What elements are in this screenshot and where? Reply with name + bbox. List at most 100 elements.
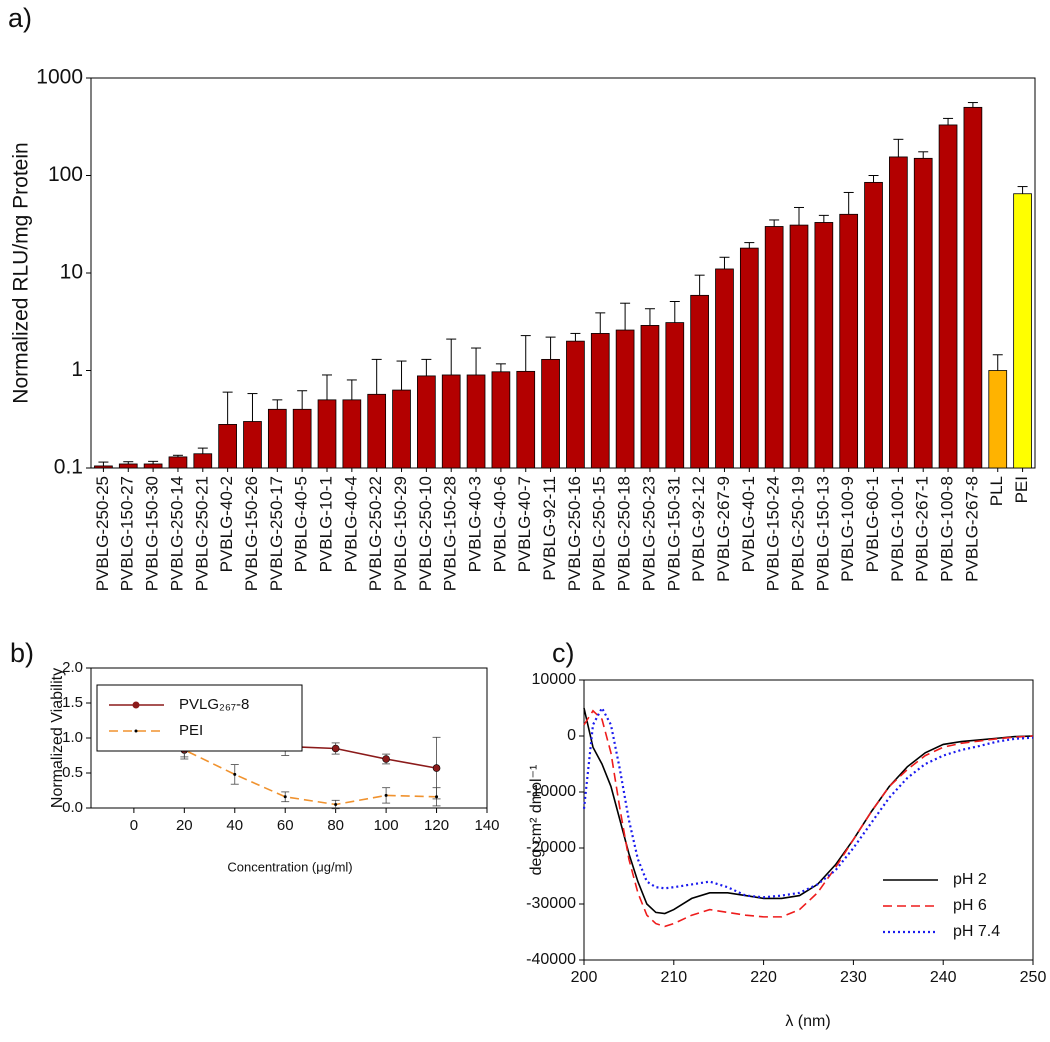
legend-frame bbox=[96, 684, 303, 752]
x-tick-label: PVBLG-267-8 bbox=[962, 476, 981, 582]
bar bbox=[441, 374, 461, 469]
x-tick-label: 230 bbox=[840, 969, 867, 986]
x-tick-label: PVBLG-40-5 bbox=[292, 476, 311, 572]
x-tick-label: PVBLG-100-8 bbox=[938, 476, 957, 582]
bar bbox=[267, 408, 287, 469]
bar bbox=[193, 453, 213, 469]
legend-marker bbox=[132, 701, 140, 709]
y-tick-label: 0.0 bbox=[62, 799, 83, 816]
x-tick-label: PVBLG-150-24 bbox=[764, 476, 783, 591]
x-tick-label: PVBLG-92-12 bbox=[689, 476, 708, 582]
x-tick-label: 250 bbox=[1020, 969, 1047, 986]
x-tick-label: PVBLG-40-1 bbox=[739, 476, 758, 572]
bar bbox=[466, 374, 486, 469]
x-tick-label: PVBLG-150-29 bbox=[391, 476, 410, 591]
bar bbox=[417, 375, 436, 469]
bar bbox=[615, 329, 635, 469]
x-tick-label: 240 bbox=[930, 969, 957, 986]
bar bbox=[94, 465, 113, 469]
bar bbox=[143, 463, 163, 469]
marker bbox=[233, 772, 237, 776]
x-tick-label: PVBLG-100-1 bbox=[888, 476, 907, 582]
bar bbox=[292, 408, 312, 469]
x-tick-label: PVBLG-150-27 bbox=[118, 476, 137, 591]
bar bbox=[764, 226, 784, 469]
x-tick-label: PVBLG-150-13 bbox=[813, 476, 832, 591]
bar bbox=[218, 424, 237, 469]
x-tick-label: 140 bbox=[474, 817, 499, 834]
x-tick-label: PVBLG-40-4 bbox=[341, 476, 360, 572]
x-tick-label: PVBLG-40-7 bbox=[515, 476, 534, 572]
bar bbox=[665, 322, 685, 469]
x-tick-label: 120 bbox=[424, 817, 449, 834]
bar bbox=[392, 389, 411, 469]
x-tick-label: PVBLG-250-15 bbox=[590, 476, 609, 591]
x-tick-label: PVBLG-250-18 bbox=[615, 476, 634, 591]
series-line bbox=[583, 707, 1034, 915]
y-tick-label: -40000 bbox=[526, 951, 576, 968]
bar bbox=[566, 340, 585, 469]
legend-label: pH 7.4 bbox=[953, 923, 1000, 940]
x-tick-label: PVBLG-150-31 bbox=[664, 476, 683, 591]
panel-label: a) bbox=[8, 3, 32, 33]
y-axis-label: Normalized RLU/mg Protein bbox=[10, 142, 33, 403]
bar bbox=[839, 213, 859, 469]
y-tick-label: 10000 bbox=[532, 671, 577, 688]
y-tick-label: 1000 bbox=[36, 66, 83, 89]
bar bbox=[963, 106, 983, 469]
bar bbox=[814, 222, 834, 469]
x-tick-label: PVBLG-250-19 bbox=[788, 476, 807, 591]
x-tick-label: 60 bbox=[277, 817, 294, 834]
legend-label: pH 6 bbox=[953, 897, 987, 914]
bar bbox=[690, 294, 709, 469]
bar bbox=[789, 224, 809, 469]
bar bbox=[889, 156, 908, 469]
bar bbox=[118, 463, 138, 469]
x-tick-label: PVBLG-40-6 bbox=[490, 476, 509, 572]
x-tick-label: 40 bbox=[226, 817, 243, 834]
y-tick-label: -10000 bbox=[526, 783, 576, 800]
plot-frame bbox=[583, 679, 1034, 961]
y-tick-label: 0.1 bbox=[54, 456, 83, 479]
y-tick-label: -30000 bbox=[526, 895, 576, 912]
bar bbox=[938, 124, 958, 469]
bar bbox=[243, 421, 262, 469]
y-axis-label: deg cm² dmol⁻¹ bbox=[528, 765, 545, 876]
bar bbox=[342, 399, 362, 469]
bar bbox=[1013, 193, 1032, 469]
x-tick-label: 200 bbox=[571, 969, 598, 986]
bar bbox=[541, 358, 560, 469]
x-tick-label: 80 bbox=[327, 817, 344, 834]
bar bbox=[988, 370, 1008, 469]
marker bbox=[283, 795, 287, 799]
bar bbox=[715, 268, 734, 469]
x-tick-label: PVBLG-267-1 bbox=[913, 476, 932, 582]
x-tick-label: PVBLG-250-17 bbox=[267, 476, 286, 591]
bar bbox=[590, 333, 610, 469]
x-tick-label: PEI bbox=[1012, 476, 1031, 503]
x-tick-label: PVBLG-250-25 bbox=[93, 476, 112, 591]
x-tick-label: PVBLG-100-9 bbox=[838, 476, 857, 582]
x-tick-label: 0 bbox=[130, 817, 138, 834]
bar bbox=[913, 157, 933, 469]
panel-label: c) bbox=[552, 638, 575, 668]
y-axis-label: Normalized Viability bbox=[49, 668, 66, 808]
y-tick-label: 10 bbox=[60, 261, 83, 284]
x-tick-label: 100 bbox=[374, 817, 399, 834]
x-tick-label: PVBLG-250-14 bbox=[167, 476, 186, 591]
series-line bbox=[582, 705, 1034, 899]
marker bbox=[331, 744, 340, 753]
marker bbox=[384, 793, 388, 797]
x-tick-label: 20 bbox=[176, 817, 193, 834]
bar bbox=[516, 370, 536, 469]
y-tick-label: 1 bbox=[71, 358, 83, 381]
x-tick-label: PVBLG-10-1 bbox=[316, 476, 335, 572]
x-tick-label: PVBLG-60-1 bbox=[863, 476, 882, 572]
bar bbox=[491, 371, 511, 469]
marker bbox=[334, 803, 338, 806]
x-tick-label: PVBLG-150-28 bbox=[441, 476, 460, 591]
x-tick-label: PVBLG-150-26 bbox=[242, 476, 261, 591]
panel-label: b) bbox=[10, 638, 34, 668]
x-tick-label: PVBLG-267-9 bbox=[714, 476, 733, 582]
marker bbox=[432, 764, 441, 772]
